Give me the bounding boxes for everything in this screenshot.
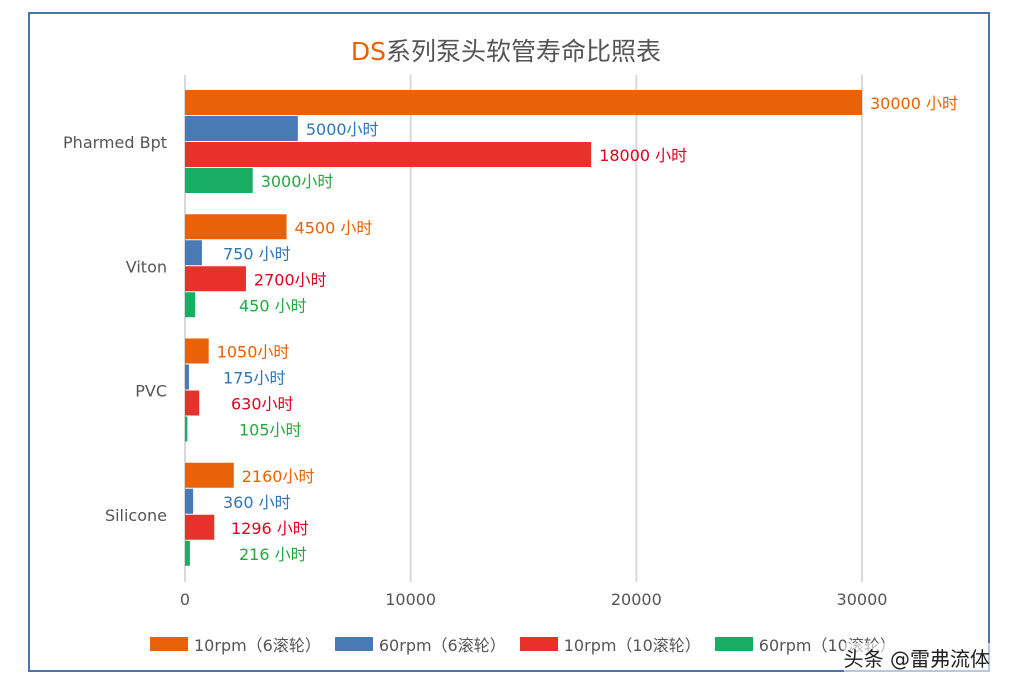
legend: 10rpm（6滚轮） 60rpm（6滚轮） 10rpm（10滚轮） 60rpm（10滚… bbox=[150, 632, 910, 656]
category-label: PVC bbox=[135, 382, 167, 401]
data-label: 4500 小时 bbox=[295, 218, 373, 237]
legend-item: 60rpm（6滚轮） bbox=[334, 632, 506, 656]
legend-swatch bbox=[334, 637, 373, 651]
bar bbox=[185, 266, 246, 292]
data-label: 1050小时 bbox=[217, 343, 290, 362]
bar bbox=[185, 90, 862, 115]
bar bbox=[185, 116, 298, 141]
bar bbox=[185, 488, 194, 514]
title-prefix: DS bbox=[350, 37, 387, 66]
category-label: Silicone bbox=[105, 506, 167, 525]
x-tick-label: 0 bbox=[180, 590, 190, 609]
chart-frame bbox=[28, 12, 990, 672]
x-tick-label: 20000 bbox=[611, 590, 662, 609]
data-label: 18000 小时 bbox=[599, 146, 687, 165]
category-label: Viton bbox=[126, 257, 167, 276]
data-label: 2160小时 bbox=[242, 467, 315, 486]
bar bbox=[185, 462, 234, 488]
bar bbox=[185, 390, 200, 416]
data-label: 3000小时 bbox=[261, 172, 334, 191]
data-label: 2700小时 bbox=[254, 270, 327, 289]
legend-swatch bbox=[150, 637, 188, 651]
data-label: 450 小时 bbox=[239, 296, 307, 315]
bar bbox=[185, 142, 592, 167]
legend-label: 60rpm（6滚轮） bbox=[378, 636, 506, 655]
data-label: 216 小时 bbox=[239, 545, 307, 564]
bar bbox=[185, 292, 196, 318]
legend-item: 10rpm（10滚轮） bbox=[519, 632, 701, 656]
legend-label: 10rpm（6滚轮） bbox=[194, 636, 321, 655]
x-tick-label: 30000 bbox=[837, 590, 888, 609]
data-label: 750 小时 bbox=[223, 244, 291, 263]
data-label: 360 小时 bbox=[223, 493, 291, 512]
data-label: 30000 小时 bbox=[870, 94, 958, 113]
data-label: 105小时 bbox=[239, 421, 302, 440]
legend-swatch bbox=[519, 637, 558, 651]
title-text: 系列泵头软管寿命比照表 bbox=[386, 37, 662, 66]
legend-item: 10rpm（6滚轮） bbox=[150, 632, 321, 656]
data-label: 5000小时 bbox=[306, 120, 379, 139]
watermark: 头条 @雷弗流体 bbox=[843, 643, 990, 672]
category-label: Pharmed Bpt bbox=[63, 133, 167, 152]
bar bbox=[185, 540, 190, 566]
bar bbox=[185, 214, 287, 240]
legend-swatch bbox=[714, 637, 753, 651]
data-label: 175小时 bbox=[223, 369, 286, 388]
x-tick-label: 10000 bbox=[385, 590, 436, 609]
bar bbox=[185, 240, 202, 266]
bar bbox=[185, 514, 215, 540]
bar bbox=[185, 364, 189, 390]
chart-title: DS系列泵头软管寿命比照表 bbox=[0, 32, 1012, 68]
bar bbox=[185, 168, 253, 193]
bar bbox=[185, 416, 188, 442]
bar bbox=[185, 338, 209, 364]
legend-label: 10rpm（10滚轮） bbox=[563, 636, 701, 655]
data-label: 630小时 bbox=[231, 395, 294, 414]
data-label: 1296 小时 bbox=[231, 519, 309, 538]
